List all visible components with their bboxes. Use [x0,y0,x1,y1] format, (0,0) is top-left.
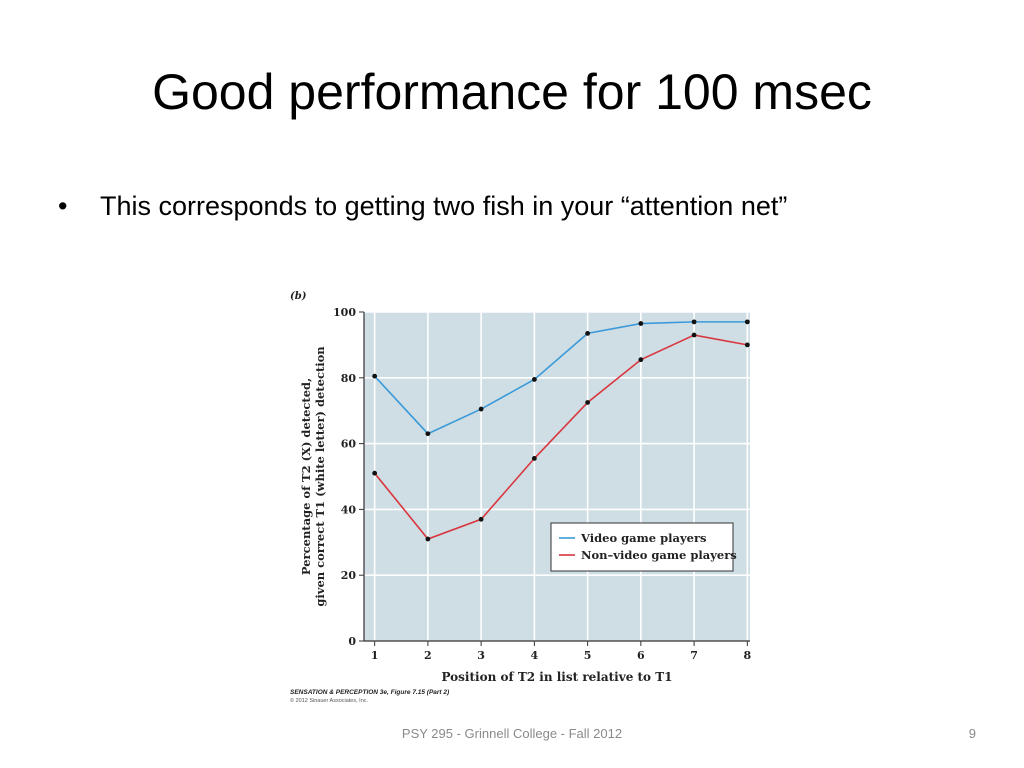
bullet-text: This corresponds to getting two fish in … [100,191,788,221]
legend-box [550,522,734,572]
figure-copyright: © 2012 Sinauer Associates, Inc. [290,698,369,704]
data-point [478,406,484,412]
x-tick-label: 6 [637,649,645,662]
data-point [585,400,591,405]
figure-credit: SENSATION & PERCEPTION 3e, Figure 7.15 (… [290,689,450,696]
data-point [691,332,697,338]
x-tick-label: 5 [584,649,592,662]
data-point [691,319,697,325]
page-number: 9 [968,726,976,741]
x-tick-label: 2 [424,649,432,662]
data-point [531,456,537,461]
footer-text: PSY 295 - Grinnell College - Fall 2012 [401,726,623,741]
x-tick-label: 4 [531,649,539,662]
y-tick-label: 0 [348,635,356,648]
y-axis-label: Percentage of T2 (X) detected, [299,378,313,575]
data-point [744,319,750,325]
data-point [531,377,537,382]
y-tick-label: 100 [333,306,356,319]
data-point [638,321,644,326]
x-tick-label: 1 [371,649,379,662]
x-axis-label: Position of T2 in list relative to T1 [441,670,672,684]
y-tick-label: 60 [341,438,357,451]
panel-label: (b) [290,291,307,302]
bullet-item: • This corresponds to getting two fish i… [58,188,978,224]
x-tick-label: 3 [477,649,485,662]
data-point [425,536,431,542]
data-point [372,470,378,476]
plot-area [364,312,750,641]
y-tick-label: 80 [341,372,357,385]
y-tick-label: 40 [341,503,357,516]
x-tick-label: 8 [744,649,752,662]
slide-title: Good performance for 100 msec [152,64,872,120]
figure: 0 20 40 60 80 100 1 2 3 4 5 6 7 8 Position of T2 in li… [286,283,756,708]
series-line-0 [374,321,748,435]
data-point [638,357,644,363]
y-tick-label: 20 [341,569,357,582]
data-point [478,516,484,522]
data-point [372,373,378,379]
x-tick-label: 7 [690,649,698,662]
data-point [425,431,431,437]
bullet-marker: • [58,191,68,221]
line-chart: 0 20 40 60 80 100 1 2 3 4 5 6 7 8 Position of T2 in li… [290,291,752,684]
legend-label: Video game players [580,531,707,545]
data-point [585,330,591,336]
series-line-1 [374,334,748,540]
y-axis-label: given correct T1 (white letter) detectio… [313,346,327,607]
data-point [744,342,750,348]
legend-label: Non–video game players [581,548,737,562]
